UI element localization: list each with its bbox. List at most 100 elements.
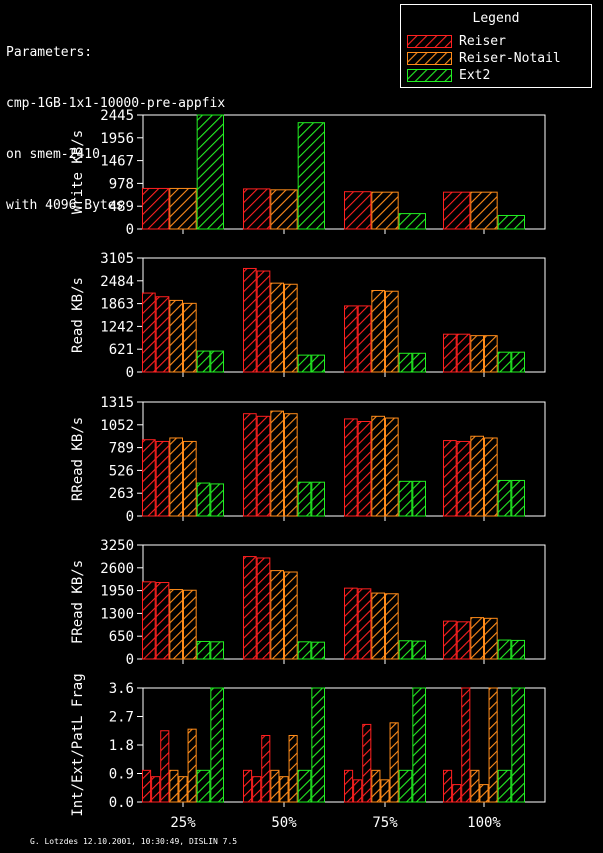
chart-panel: 0 489 978 1467 1956 2445 Write KB/s: [70, 108, 546, 238]
legend-swatch-reiser: [407, 35, 452, 48]
bar-notail: [270, 189, 298, 230]
y-tick-label: 263: [109, 486, 134, 502]
bar-reiser: [456, 440, 471, 517]
bar-ext2: [412, 480, 427, 517]
bar-ext2: [297, 354, 312, 373]
bar-reiser: [344, 418, 358, 517]
param-line: Parameters:: [6, 45, 93, 60]
y-tick-label: 789: [109, 441, 134, 457]
bar-reiser: [142, 187, 170, 230]
bar-notail: [385, 417, 399, 517]
bar-ext2: [210, 687, 224, 803]
y-axis-label: RRead KB/s: [70, 417, 86, 501]
y-tick-label: 0: [126, 652, 134, 668]
bar-reiser: [452, 784, 462, 803]
bar-notail: [169, 437, 183, 517]
bar-notail: [470, 191, 498, 230]
bar-ext2: [311, 687, 326, 803]
bar-notail: [371, 191, 399, 230]
chart-panel: 0 263 526 789 1052 1315 RRead KB/s: [70, 395, 546, 525]
bar-notail: [270, 570, 285, 660]
y-tick-label: 1242: [100, 319, 134, 335]
bar-ext2: [196, 482, 211, 517]
bar-reiser: [456, 621, 471, 660]
bar-notail: [183, 302, 197, 373]
bar-notail: [270, 769, 280, 803]
y-tick-label: 0.0: [109, 795, 134, 811]
y-tick-label: 2445: [100, 108, 134, 124]
bar-ext2: [497, 639, 512, 660]
bar-notail: [284, 413, 298, 517]
bar-notail: [371, 769, 381, 803]
bar-notail: [470, 335, 485, 373]
bar-ext2: [398, 352, 413, 373]
bar-ext2: [511, 351, 526, 373]
bar-reiser: [456, 333, 471, 373]
y-tick-label: 1300: [100, 606, 134, 622]
y-tick-label: 0.9: [109, 767, 134, 783]
y-tick-label: 621: [109, 342, 134, 358]
bar-notail: [284, 571, 298, 660]
bar-ext2: [196, 769, 211, 803]
bar-reiser: [256, 415, 271, 517]
bar-ext2: [412, 687, 427, 803]
legend-item-reiser-notail: Reiser-Notail: [407, 52, 561, 66]
legend-item-ext2: Ext2: [407, 69, 490, 83]
legend-label: Reiser: [459, 34, 506, 49]
chart-panel: 0 621 1242 1863 2484 3105 Read KB/s: [70, 251, 546, 381]
bar-reiser: [155, 440, 170, 517]
bar-reiser: [443, 191, 471, 230]
bar-notail: [169, 187, 197, 230]
bar-notail: [479, 784, 489, 803]
y-tick-label: 1956: [100, 131, 134, 147]
bar-ext2: [497, 214, 525, 230]
bar-ext2: [311, 354, 326, 373]
bar-ext2: [511, 479, 526, 517]
bar-ext2: [511, 687, 526, 803]
bar-reiser: [151, 776, 161, 803]
y-tick-label: 3.6: [109, 681, 134, 697]
bar-notail: [371, 289, 386, 373]
y-tick-label: 489: [109, 199, 134, 215]
bar-reiser: [142, 439, 156, 517]
bar-reiser: [344, 769, 354, 803]
bar-ext2: [210, 350, 224, 373]
bar-ext2: [412, 352, 427, 373]
bar-notail: [484, 437, 498, 517]
param-line: on smem-2410: [6, 147, 100, 162]
bar-ext2: [511, 639, 526, 660]
bar-notail: [484, 617, 498, 660]
y-tick-label: 1467: [100, 154, 134, 170]
bar-notail: [187, 728, 197, 803]
bar-ext2: [398, 213, 426, 230]
bar-ext2: [398, 769, 413, 803]
bar-notail: [178, 776, 188, 803]
y-tick-label: 3105: [100, 251, 134, 267]
x-tick-label: 100%: [467, 815, 501, 831]
x-tick-label: 25%: [170, 815, 196, 831]
bar-reiser: [142, 581, 156, 660]
bar-reiser: [362, 723, 372, 803]
bar-reiser: [443, 333, 457, 373]
bar-notail: [183, 440, 197, 517]
legend-item-reiser: Reiser: [407, 35, 506, 49]
y-tick-label: 1863: [100, 297, 134, 313]
y-tick-label: 1950: [100, 584, 134, 600]
y-tick-label: 0: [126, 365, 134, 381]
bar-reiser: [443, 440, 457, 517]
bar-notail: [169, 769, 179, 803]
bar-notail: [470, 769, 480, 803]
bar-reiser: [243, 267, 257, 373]
bar-notail: [183, 589, 197, 660]
bar-reiser: [243, 188, 271, 230]
bar-reiser: [344, 587, 358, 660]
bar-reiser: [261, 735, 271, 803]
bar-ext2: [311, 481, 326, 517]
x-tick-label: 50%: [271, 815, 297, 831]
bar-ext2: [196, 640, 211, 660]
y-tick-label: 0: [126, 509, 134, 525]
y-tick-label: 978: [109, 176, 134, 192]
bar-reiser: [256, 270, 271, 373]
bar-ext2: [398, 480, 413, 517]
